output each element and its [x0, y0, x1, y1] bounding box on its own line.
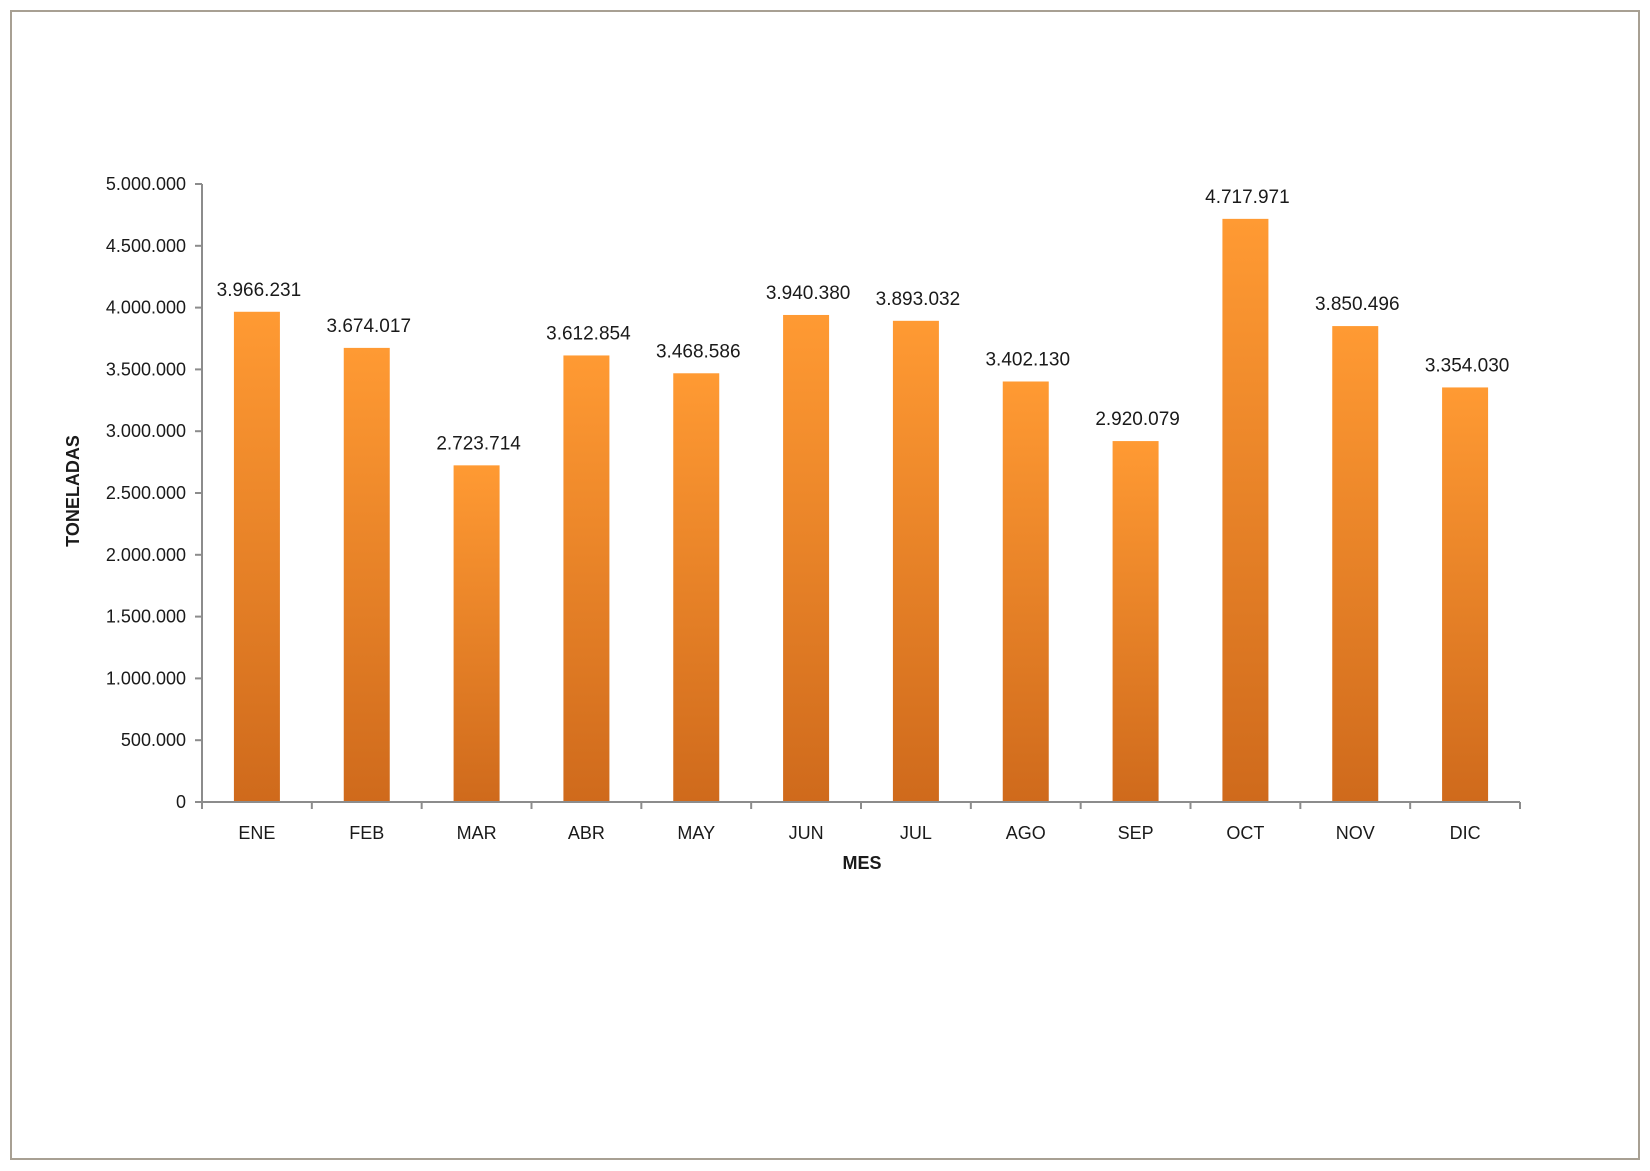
- bar-may: [673, 373, 720, 802]
- data-label: 3.674.017: [326, 316, 411, 337]
- y-tick-label: 2.500.000: [106, 483, 186, 503]
- bar-abr: [563, 355, 610, 802]
- x-tick-label: JUN: [789, 823, 824, 843]
- x-axis: ENE FEB MAR ABR MAY JUN JUL AGO SEP OCT NOV DIC: [201, 801, 1521, 843]
- y-tick-label: 5.000.000: [106, 174, 186, 194]
- x-tick-label: ABR: [568, 823, 605, 843]
- bar-feb: [343, 347, 390, 802]
- bar-chart: 0 500.000 1.000.000 1.500.000 2.000.000 2.500…: [63, 174, 1521, 873]
- bar-jun: [783, 314, 830, 802]
- bar-oct: [1222, 218, 1269, 803]
- bar-dic: [1442, 387, 1489, 802]
- x-tick-label: SEP: [1118, 823, 1154, 843]
- data-label: 3.966.231: [217, 280, 302, 301]
- y-tick-label: 500.000: [121, 730, 186, 750]
- chart-frame: 0 500.000 1.000.000 1.500.000 2.000.000 2.500…: [10, 10, 1640, 1160]
- bar-ene: [233, 311, 280, 802]
- x-tick-label: AGO: [1006, 823, 1046, 843]
- x-tick-label: OCT: [1226, 823, 1264, 843]
- y-tick-label: 4.500.000: [106, 236, 186, 256]
- bar-mar: [453, 465, 500, 802]
- x-tick-label: ENE: [238, 823, 275, 843]
- y-tick-label: 3.500.000: [106, 359, 186, 379]
- y-tick-label: 0: [176, 792, 186, 812]
- data-label: 2.723.714: [436, 433, 521, 454]
- data-label: 3.354.030: [1425, 355, 1510, 376]
- y-tick-label: 1.000.000: [106, 668, 186, 688]
- data-label: 3.893.032: [876, 289, 961, 310]
- data-label: 3.940.380: [766, 283, 851, 304]
- x-tick-label: JUL: [900, 823, 932, 843]
- x-tick-label: MAR: [457, 823, 497, 843]
- bar-nov: [1332, 326, 1379, 802]
- data-label: 4.717.971: [1205, 187, 1290, 208]
- data-label: 3.850.496: [1315, 294, 1400, 315]
- y-axis: 0 500.000 1.000.000 1.500.000 2.000.000 2.500…: [106, 174, 203, 812]
- data-label: 3.612.854: [546, 323, 631, 344]
- y-tick-label: 1.500.000: [106, 607, 186, 627]
- data-label: 3.468.586: [656, 341, 741, 362]
- y-tick-label: 2.000.000: [106, 545, 186, 565]
- data-label: 3.402.130: [985, 349, 1070, 370]
- bar-jul: [892, 320, 939, 802]
- x-tick-label: FEB: [349, 823, 384, 843]
- bars: 3.966.231 3.674.017 2.723.714 3.612.854 3.46…: [217, 187, 1510, 803]
- x-tick-label: NOV: [1336, 823, 1375, 843]
- y-axis-title: TONELADAS: [63, 435, 83, 547]
- bar-ago: [1002, 381, 1049, 802]
- x-tick-label: MAY: [677, 823, 715, 843]
- bar-sep: [1112, 441, 1159, 802]
- y-tick-label: 4.000.000: [106, 298, 186, 318]
- y-tick-label: 3.000.000: [106, 421, 186, 441]
- x-axis-title: MES: [842, 853, 881, 873]
- x-tick-label: DIC: [1450, 823, 1481, 843]
- data-label: 2.920.079: [1095, 409, 1180, 430]
